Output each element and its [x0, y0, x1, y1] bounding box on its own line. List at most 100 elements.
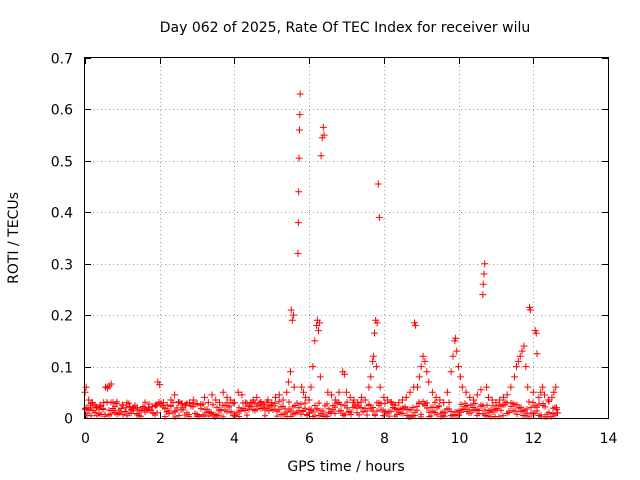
data-point — [343, 388, 350, 396]
data-point — [380, 393, 388, 401]
data-point — [272, 393, 280, 401]
data-point — [440, 399, 448, 407]
x-tick-label: 0 — [81, 431, 90, 447]
data-point — [307, 383, 315, 391]
baseline-marker — [108, 411, 114, 418]
data-point — [189, 396, 197, 404]
data-point — [373, 319, 381, 327]
data-point — [335, 388, 343, 396]
data-point — [421, 357, 429, 365]
data-point — [227, 396, 235, 404]
data-point — [371, 329, 379, 337]
data-point — [484, 393, 492, 401]
data-point — [425, 378, 433, 386]
data-point — [215, 399, 223, 407]
data-point — [320, 131, 328, 139]
data-point — [492, 399, 500, 407]
data-point — [518, 347, 526, 355]
data-point — [182, 401, 190, 409]
baseline-marker — [126, 400, 132, 407]
data-point — [354, 399, 362, 407]
baseline-marker — [142, 399, 148, 406]
baseline-marker — [374, 408, 380, 415]
y-tick-label: 0.1 — [51, 361, 73, 377]
baseline-marker — [426, 409, 432, 416]
data-point — [481, 260, 489, 268]
baseline-marker — [442, 410, 448, 417]
data-point — [208, 391, 216, 399]
baseline-marker — [242, 407, 248, 414]
data-point — [369, 352, 377, 360]
data-point — [540, 391, 548, 399]
data-point — [88, 399, 96, 407]
baseline-marker — [344, 399, 350, 406]
data-point — [369, 357, 377, 365]
y-tick-label: 0.4 — [51, 206, 73, 222]
baseline-marker — [512, 408, 518, 415]
data-point — [539, 383, 547, 391]
baseline-marker — [458, 401, 464, 408]
baseline-marker — [270, 407, 276, 414]
data-point — [109, 399, 117, 407]
data-point — [423, 368, 431, 376]
data-point — [503, 391, 511, 399]
baseline-marker — [214, 404, 220, 411]
baseline-marker — [332, 404, 338, 411]
data-point — [479, 280, 487, 288]
data-point — [514, 357, 522, 365]
data-point — [279, 396, 287, 404]
data-point — [419, 352, 427, 360]
data-point — [253, 393, 261, 401]
y-tick-label: 0.3 — [51, 258, 73, 274]
data-point — [456, 373, 464, 381]
data-point — [367, 373, 375, 381]
data-point — [499, 393, 507, 401]
data-point — [384, 396, 392, 404]
data-point — [295, 126, 303, 134]
data-point — [275, 391, 283, 399]
baseline-marker — [276, 398, 282, 405]
baseline-marker — [244, 412, 250, 419]
baseline-marker — [514, 401, 520, 408]
data-point — [548, 393, 556, 401]
baseline-marker — [464, 402, 470, 409]
data-point — [100, 399, 108, 407]
data-point — [145, 404, 153, 412]
x-tick-label: 2 — [156, 431, 165, 447]
data-point — [102, 383, 110, 391]
data-point — [152, 401, 160, 409]
baseline-marker — [266, 407, 272, 414]
data-point — [230, 399, 238, 407]
data-point — [201, 393, 209, 401]
y-tick-label: 0 — [64, 412, 73, 428]
data-point — [316, 373, 324, 381]
baseline-marker — [320, 407, 326, 414]
data-point — [544, 396, 552, 404]
data-point — [186, 399, 194, 407]
x-axis-label: GPS time / hours — [287, 459, 404, 475]
data-point — [317, 152, 325, 160]
data-point — [285, 378, 293, 386]
data-point — [298, 383, 306, 391]
y-axis-label: ROTI / TECUs — [6, 192, 22, 284]
data-point — [511, 373, 519, 381]
baseline-marker — [338, 407, 344, 414]
data-point — [167, 396, 175, 404]
data-point — [92, 404, 100, 412]
data-point — [171, 391, 179, 399]
baseline-marker — [484, 402, 490, 409]
data-point — [314, 327, 322, 335]
baseline-marker — [180, 406, 186, 413]
data-point — [466, 393, 474, 401]
baseline-marker — [546, 409, 552, 416]
baseline-marker — [294, 399, 300, 406]
data-point — [197, 401, 205, 409]
baseline-marker — [500, 412, 506, 419]
baseline-marker — [546, 398, 552, 405]
data-point — [331, 396, 339, 404]
data-point — [122, 404, 130, 412]
data-point — [357, 393, 365, 401]
data-point — [301, 393, 309, 401]
data-point — [204, 399, 212, 407]
data-point — [512, 363, 520, 371]
